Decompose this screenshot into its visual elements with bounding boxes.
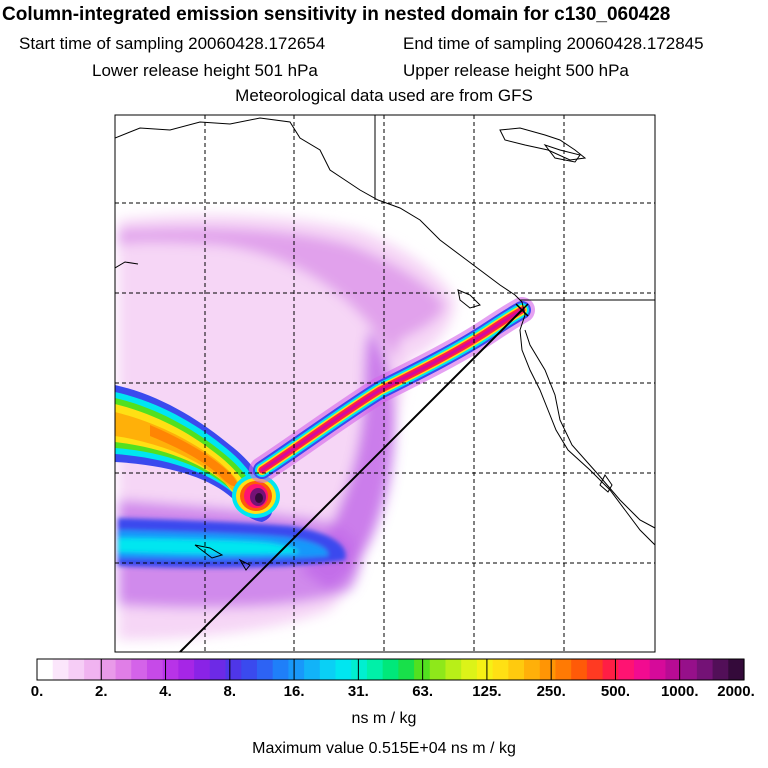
colorbar-tick-label: 63. bbox=[412, 683, 434, 700]
colorbar-swatch bbox=[288, 659, 305, 680]
colorbar-swatch bbox=[555, 659, 572, 680]
colorbar-swatch bbox=[84, 659, 101, 680]
colorbar-swatch bbox=[508, 659, 525, 680]
colorbar-tick-label: 500. bbox=[600, 683, 631, 700]
met-data-label: Meteorological data used are from GFS bbox=[235, 86, 533, 105]
colorbar-swatch bbox=[476, 659, 494, 680]
colorbar-swatch bbox=[461, 659, 478, 680]
colorbar-swatch bbox=[241, 659, 258, 680]
colorbar-swatch bbox=[429, 659, 447, 680]
graticule bbox=[115, 115, 655, 652]
colorbar-swatch bbox=[649, 659, 667, 680]
colorbar-tick-label: 1000. bbox=[660, 683, 699, 700]
colorbar-swatch bbox=[319, 659, 337, 680]
plume-southern-band bbox=[118, 518, 346, 568]
colorbar-swatch bbox=[586, 659, 604, 680]
colorbar-swatch bbox=[256, 659, 274, 680]
colorbar-swatch bbox=[146, 659, 164, 680]
colorbar-swatch bbox=[351, 659, 368, 680]
colorbar-tick-label: 31. bbox=[347, 683, 369, 700]
colorbar-swatch bbox=[712, 659, 729, 680]
colorbar bbox=[36, 659, 745, 680]
map-border bbox=[114, 114, 656, 653]
colorbar-tick-label: 2000. bbox=[717, 683, 755, 700]
colorbar-swatch bbox=[99, 659, 117, 680]
release-point-marker bbox=[515, 303, 529, 317]
colorbar-swatch bbox=[634, 659, 651, 680]
colorbar-swatch bbox=[571, 659, 588, 680]
plume-hook-core bbox=[232, 474, 280, 518]
lower-release-height-label: Lower release height 501 hPa bbox=[92, 61, 318, 80]
colorbar-swatch bbox=[539, 659, 557, 680]
colorbar-swatch bbox=[728, 659, 745, 680]
coastlines bbox=[115, 115, 655, 571]
maximum-value-label: Maximum value 0.515E+04 ns m / kg bbox=[252, 740, 516, 757]
plume-narrow-filament bbox=[249, 297, 535, 483]
colorbar-swatch bbox=[131, 659, 148, 680]
colorbar-swatch bbox=[445, 659, 462, 680]
colorbar-tick-label: 2. bbox=[95, 683, 108, 700]
colorbar-swatch bbox=[602, 659, 619, 680]
colorbar-swatch bbox=[492, 659, 509, 680]
colorbar-swatch bbox=[366, 659, 384, 680]
start-time-label: Start time of sampling 20060428.172654 bbox=[19, 34, 326, 53]
colorbar-tick-label: 4. bbox=[159, 683, 172, 700]
colorbar-swatch bbox=[115, 659, 132, 680]
colorbar-tick-label: 16. bbox=[283, 683, 305, 700]
colorbar-swatch bbox=[225, 659, 242, 680]
colorbar-swatch bbox=[272, 659, 289, 680]
colorbar-swatch bbox=[194, 659, 211, 680]
colorbar-tick-label: 8. bbox=[223, 683, 237, 700]
upper-release-height-label: Upper release height 500 hPa bbox=[403, 61, 629, 80]
end-time-label: End time of sampling 20060428.172845 bbox=[403, 34, 704, 53]
colorbar-border bbox=[36, 658, 745, 681]
plot-title: Column-integrated emission sensitivity i… bbox=[2, 4, 671, 25]
colorbar-swatch bbox=[696, 659, 714, 680]
colorbar-swatch bbox=[68, 659, 85, 680]
colorbar-swatch bbox=[524, 659, 541, 680]
colorbar-swatch bbox=[209, 659, 227, 680]
colorbar-swatch bbox=[52, 659, 70, 680]
flight-track-line bbox=[179, 309, 523, 652]
colorbar-swatch bbox=[665, 659, 682, 680]
colorbar-swatch bbox=[335, 659, 352, 680]
colorbar-swatch bbox=[178, 659, 195, 680]
colorbar-swatch bbox=[37, 659, 54, 680]
colorbar-swatch bbox=[681, 659, 698, 680]
colorbar-tick-label: 250. bbox=[536, 683, 566, 700]
colorbar-swatch bbox=[162, 659, 179, 680]
colorbar-swatch bbox=[382, 659, 399, 680]
map-area bbox=[115, 115, 655, 652]
colorbar-swatch bbox=[304, 659, 321, 680]
colorbar-swatch bbox=[398, 659, 415, 680]
colorbar-tick-label: 0. bbox=[30, 683, 44, 700]
colorbar-unit-label: ns m / kg bbox=[351, 710, 417, 727]
colorbar-tick-label: 125. bbox=[472, 683, 502, 700]
colorbar-swatch bbox=[618, 659, 635, 680]
plume-western-arm bbox=[115, 385, 273, 522]
